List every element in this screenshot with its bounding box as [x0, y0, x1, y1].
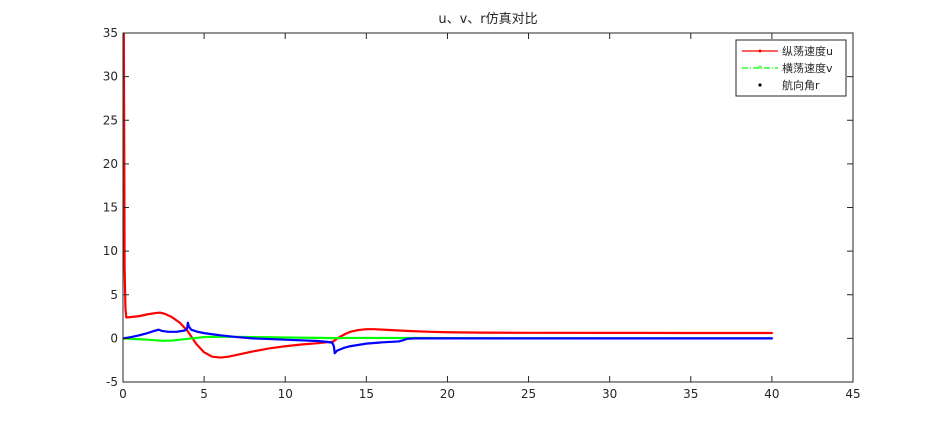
x-tick-label: 5: [200, 387, 208, 401]
x-tick-label: 45: [845, 387, 860, 401]
legend: 纵荡速度u * 横荡速度v 航向角r: [735, 39, 847, 97]
y-tick-label: 5: [110, 288, 118, 302]
y-tick-label: 25: [103, 113, 118, 127]
legend-marker-2: *: [758, 65, 763, 75]
x-tick-label: 15: [359, 387, 374, 401]
series-line-1: [123, 33, 773, 359]
plot-area: [123, 33, 773, 359]
x-tick-label: 35: [683, 387, 698, 401]
y-tick-label: 10: [103, 244, 118, 258]
y-tick-label: 35: [103, 26, 118, 40]
legend-marker-1: [758, 49, 762, 53]
legend-label-2: 横荡速度v: [782, 61, 833, 75]
legend-label-1: 纵荡速度u: [782, 44, 833, 58]
y-tick-label: 0: [110, 331, 118, 345]
legend-marker-3: [758, 83, 762, 87]
x-tick-label: 25: [521, 387, 536, 401]
y-tick-label: -5: [106, 375, 118, 389]
x-tick-label: 20: [440, 387, 455, 401]
series-line-3: [123, 321, 773, 355]
x-tick-label: 40: [764, 387, 779, 401]
y-tick-label: 15: [103, 201, 118, 215]
x-tick-label: 30: [602, 387, 617, 401]
x-tick-label: 0: [119, 387, 127, 401]
y-tick-label: 30: [103, 70, 118, 84]
chart-title: u、v、r仿真对比: [438, 12, 537, 27]
legend-label-3: 航向角r: [782, 78, 820, 92]
y-tick-label: 20: [103, 157, 118, 171]
x-tick-label: 10: [278, 387, 293, 401]
